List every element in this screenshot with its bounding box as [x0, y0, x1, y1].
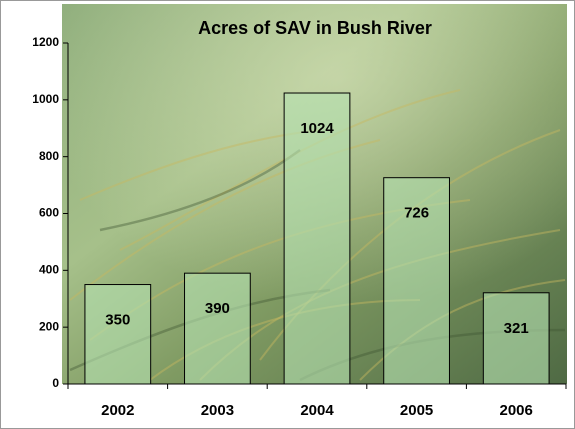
y-tick-label: 1000 — [32, 92, 59, 106]
bar — [283, 92, 351, 385]
plot-area — [84, 92, 550, 385]
y-tick-label: 0 — [52, 376, 59, 390]
x-tick-label: 2005 — [400, 402, 433, 419]
y-tick-label: 200 — [39, 319, 59, 333]
value-label: 321 — [504, 320, 529, 337]
y-tick-label: 1200 — [32, 35, 59, 49]
x-tick-label: 2003 — [201, 402, 234, 419]
y-tick-label: 400 — [39, 263, 59, 277]
x-tick-label: 2002 — [101, 402, 134, 419]
bar — [383, 177, 450, 385]
x-tick-label: 2006 — [500, 402, 533, 419]
y-tick-label: 600 — [39, 206, 59, 220]
chart-title: Acres of SAV in Bush River — [198, 18, 432, 38]
value-label: 350 — [105, 312, 130, 329]
value-label: 390 — [205, 300, 230, 317]
x-tick-label: 2004 — [300, 402, 334, 419]
value-label: 1024 — [300, 120, 334, 137]
bar — [184, 272, 251, 385]
bar — [482, 292, 550, 385]
value-label: 726 — [404, 205, 429, 222]
bar — [84, 284, 152, 385]
y-tick-label: 800 — [39, 149, 59, 163]
